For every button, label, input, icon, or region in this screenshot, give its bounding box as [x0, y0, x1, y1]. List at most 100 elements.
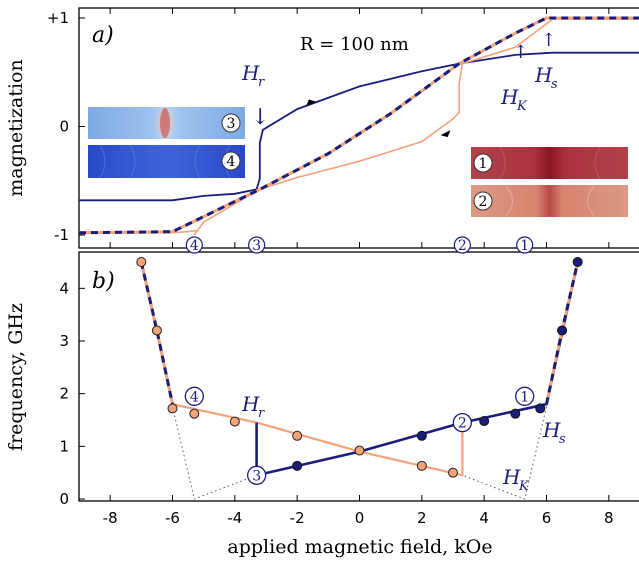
y-tick-label-a: -1 [54, 226, 69, 244]
data-point-navy [535, 403, 546, 414]
x-tick-label-b: -8 [103, 509, 118, 527]
series-outer-left [139, 261, 174, 405]
mode-marker-b-label: 1 [520, 389, 529, 405]
svg-text:H: H [241, 392, 260, 416]
mode-marker-a-label: 1 [520, 238, 529, 254]
x-axis-label: applied magnetic field, kOe [227, 536, 492, 558]
mode-marker-a-label: 3 [252, 238, 261, 254]
mode-marker-b-label: 2 [458, 416, 467, 432]
mode-marker-b [452, 412, 473, 433]
svg-text:↓: ↓ [251, 105, 269, 130]
data-point-navy [479, 416, 490, 427]
x-tick-label-b: 6 [542, 509, 552, 527]
plot-layer: -1 0 +1 4 3 2 1 3 4 1 2 0 1 2 3 4 -8 -6 -4 -2 0 2 4 6 8 4 3 2 1 [47, 8, 639, 527]
series-hk-left [172, 406, 257, 500]
data-point-salmon [189, 408, 200, 419]
data-point-salmon [151, 325, 162, 336]
inset-mode-3 [88, 107, 245, 139]
data-point-salmon [292, 430, 303, 441]
x-tick-label-b: -6 [165, 509, 180, 527]
data-point-navy [557, 325, 568, 336]
data-point-salmon [448, 467, 458, 478]
mode-marker-a [516, 236, 534, 254]
svg-text:s: s [551, 77, 558, 92]
y-tick-label-b: 2 [59, 385, 69, 403]
series-salmon-branch [140, 261, 464, 477]
series-ascending [79, 18, 639, 236]
inset-marker [473, 191, 493, 211]
x-tick-label-b: 2 [417, 509, 427, 527]
series-saturated-branch [78, 16, 639, 235]
panel-label-a: a) [92, 23, 114, 48]
inset-marker-label: 4 [227, 154, 236, 170]
data-point-navy [416, 430, 427, 441]
mode-marker-a [453, 236, 471, 254]
inset-mode-2 [471, 184, 628, 218]
x-tick-label-b: 0 [355, 509, 365, 527]
inset-marker-label: 3 [227, 116, 236, 132]
inset-mode-4 [88, 144, 245, 179]
y-tick-label-a: +1 [47, 9, 69, 27]
svg-text:H: H [241, 61, 260, 85]
x-tick-label-b: -2 [290, 509, 305, 527]
plot-frame-b [78, 251, 639, 502]
mode-marker-b-label: 3 [252, 468, 261, 484]
inset-mode-1 [471, 146, 628, 180]
inset-marker [221, 151, 241, 171]
mode-marker-b [184, 386, 204, 406]
series-navy-branch [255, 261, 579, 477]
svg-text:K: K [516, 99, 528, 114]
arrow-descending [305, 99, 316, 107]
svg-text:r: r [258, 75, 265, 90]
mode-marker-b [246, 465, 267, 485]
x-tick-label-b: 4 [479, 509, 489, 527]
data-point-salmon [167, 403, 178, 414]
svg-text:↑: ↑ [541, 30, 556, 51]
data-point-salmon [136, 257, 147, 267]
inset-marker-label: 1 [479, 156, 488, 172]
panel-label-b: b) [92, 269, 115, 294]
y-tick-label-b: 1 [59, 437, 69, 455]
mode-marker-a-label: 2 [458, 238, 467, 254]
mode-marker-b [515, 386, 535, 406]
mode-marker-b-label: 4 [190, 389, 199, 405]
svg-text:r: r [258, 406, 265, 421]
svg-text:H: H [534, 63, 553, 87]
series-descending [79, 51, 639, 202]
data-point-salmon [416, 460, 427, 471]
y-tick-label-a: 0 [59, 118, 69, 136]
y-tick-label-b: 3 [59, 332, 69, 350]
data-point-salmon [229, 416, 240, 427]
mode-marker-a [185, 236, 203, 254]
svg-text:↑: ↑ [513, 42, 528, 63]
hk-label-b: H K [502, 465, 530, 494]
data-point-salmon [354, 445, 365, 456]
mode-marker-a [248, 236, 266, 254]
svg-text:s: s [559, 432, 566, 447]
inset-marker [473, 153, 493, 173]
inset-marker-label: 2 [479, 194, 488, 210]
data-point-navy [292, 460, 303, 471]
x-tick-label-b: -4 [227, 509, 242, 527]
svg-text:H: H [542, 418, 561, 442]
hs-label-a: H s ↑ [534, 30, 558, 92]
r-annotation: R = 100 nm [300, 34, 409, 55]
mode-marker-a-label: 4 [190, 238, 199, 254]
hs-label-b: H s [542, 418, 566, 447]
arrow-ascending [440, 130, 451, 138]
series-hk-right [462, 406, 547, 500]
inset-marker [221, 113, 241, 133]
y-axis-label-b: frequency, GHz [5, 303, 27, 451]
hr-label-b: H r [241, 392, 265, 421]
hk-label-a: H K ↑ [500, 42, 528, 114]
y-tick-label-b: 0 [59, 490, 69, 508]
data-point-navy [510, 408, 521, 419]
hr-label-a: H r ↓ [241, 61, 269, 130]
y-axis-label-a: magnetization [5, 59, 27, 196]
svg-text:K: K [518, 479, 530, 494]
y-tick-label-b: 4 [59, 279, 69, 297]
data-point-navy [572, 257, 583, 267]
svg-text:H: H [500, 85, 519, 109]
svg-text:H: H [502, 465, 521, 489]
